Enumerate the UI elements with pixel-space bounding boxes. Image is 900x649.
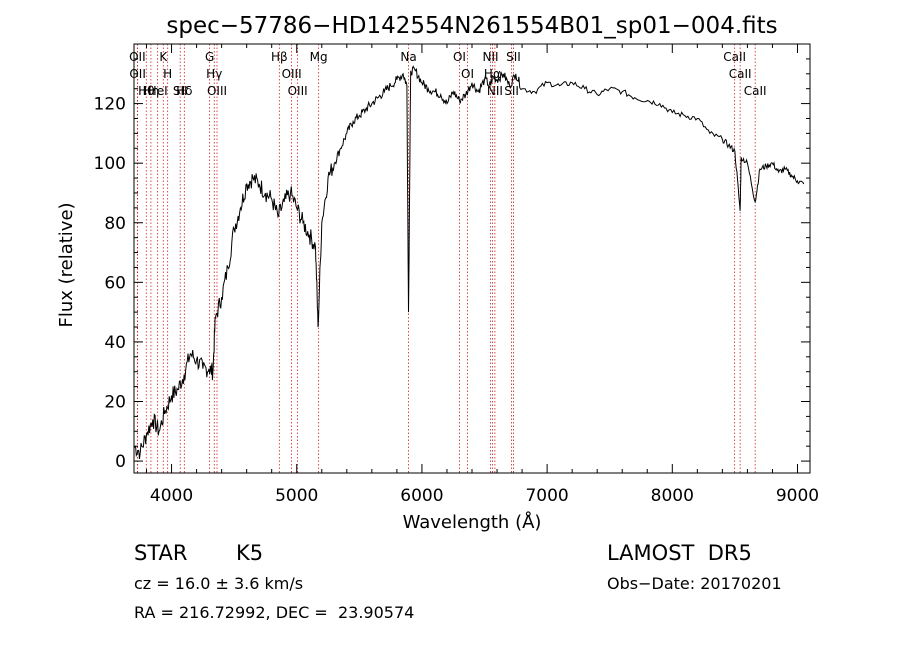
spectral-line-label: OI	[453, 50, 466, 64]
y-tick-label: 40	[104, 333, 126, 353]
x-tick-label: 5000	[275, 486, 318, 506]
spectral-line-label: Hγ	[206, 67, 222, 81]
x-tick-label: 4000	[150, 486, 193, 506]
spectral-line-label: Hθ	[138, 84, 154, 98]
y-tick-label: 60	[104, 273, 126, 293]
spectral-line-label: OIII	[282, 67, 302, 81]
spectral-line-label: OII	[129, 67, 146, 81]
y-tick-label: 20	[104, 393, 126, 413]
spectral-line-label: OII	[129, 50, 146, 64]
spectral-line-label: Hβ	[271, 50, 288, 64]
spectral-line-label: G	[205, 50, 214, 64]
y-axis-label: Flux (relative)	[56, 202, 77, 327]
spectral-line-label: NII	[482, 50, 498, 64]
spectrum-series-line	[133, 65, 805, 459]
y-tick-label: 100	[94, 154, 126, 174]
observation-date: Obs−Date: 20170201	[607, 574, 782, 593]
y-tick-label: 120	[94, 95, 126, 115]
spectral-line-label: CaII	[729, 67, 752, 81]
spectral-line-label: HeΙ	[148, 84, 168, 98]
spectral-line-label: OI	[461, 67, 474, 81]
spectral-line-label: Hδ	[176, 84, 192, 98]
chart-title: spec−57786−HD142554N261554B01_sp01−004.f…	[166, 13, 777, 39]
spectral-line-label: CaII	[744, 84, 767, 98]
y-tick-label: 0	[115, 452, 126, 472]
x-tick-label: 7000	[525, 486, 568, 506]
x-tick-label: 8000	[651, 486, 694, 506]
spectral-line-label: SII	[504, 84, 519, 98]
spectral-type: K5	[236, 541, 264, 565]
spectral-line-label: Hα	[484, 67, 501, 81]
spectral-line-label: K	[159, 50, 168, 64]
spectral-line-label: SII	[506, 50, 521, 64]
spectral-line-label: CaII	[723, 50, 746, 64]
redshift-cz: cz = 16.0 ± 3.6 km/s	[134, 574, 304, 593]
y-tick-label: 80	[104, 214, 126, 234]
object-class: STAR	[134, 541, 188, 565]
survey-name: LAMOST DR5	[607, 541, 752, 565]
spectral-line-label: Na	[400, 50, 416, 64]
x-tick-label: 9000	[776, 486, 819, 506]
spectral-line-label: H	[163, 67, 172, 81]
spectral-line-label: OIII	[207, 84, 227, 98]
x-axis-label: Wavelength (Å)	[403, 511, 542, 533]
spectral-line-label: OIII	[288, 84, 308, 98]
spectral-line-label: Hη	[143, 84, 160, 98]
coordinates: RA = 216.72992, DEC = 23.90574	[134, 603, 415, 622]
plot-frame	[133, 43, 811, 474]
spectral-line-label: Mg	[310, 50, 328, 64]
x-tick-label: 6000	[400, 486, 443, 506]
spectral-line-label: NII	[487, 84, 503, 98]
plot-area: 4000 5000 6000 7000 8000 9000020406080100120O…	[94, 43, 819, 506]
spectral-line-label: SII	[173, 84, 188, 98]
